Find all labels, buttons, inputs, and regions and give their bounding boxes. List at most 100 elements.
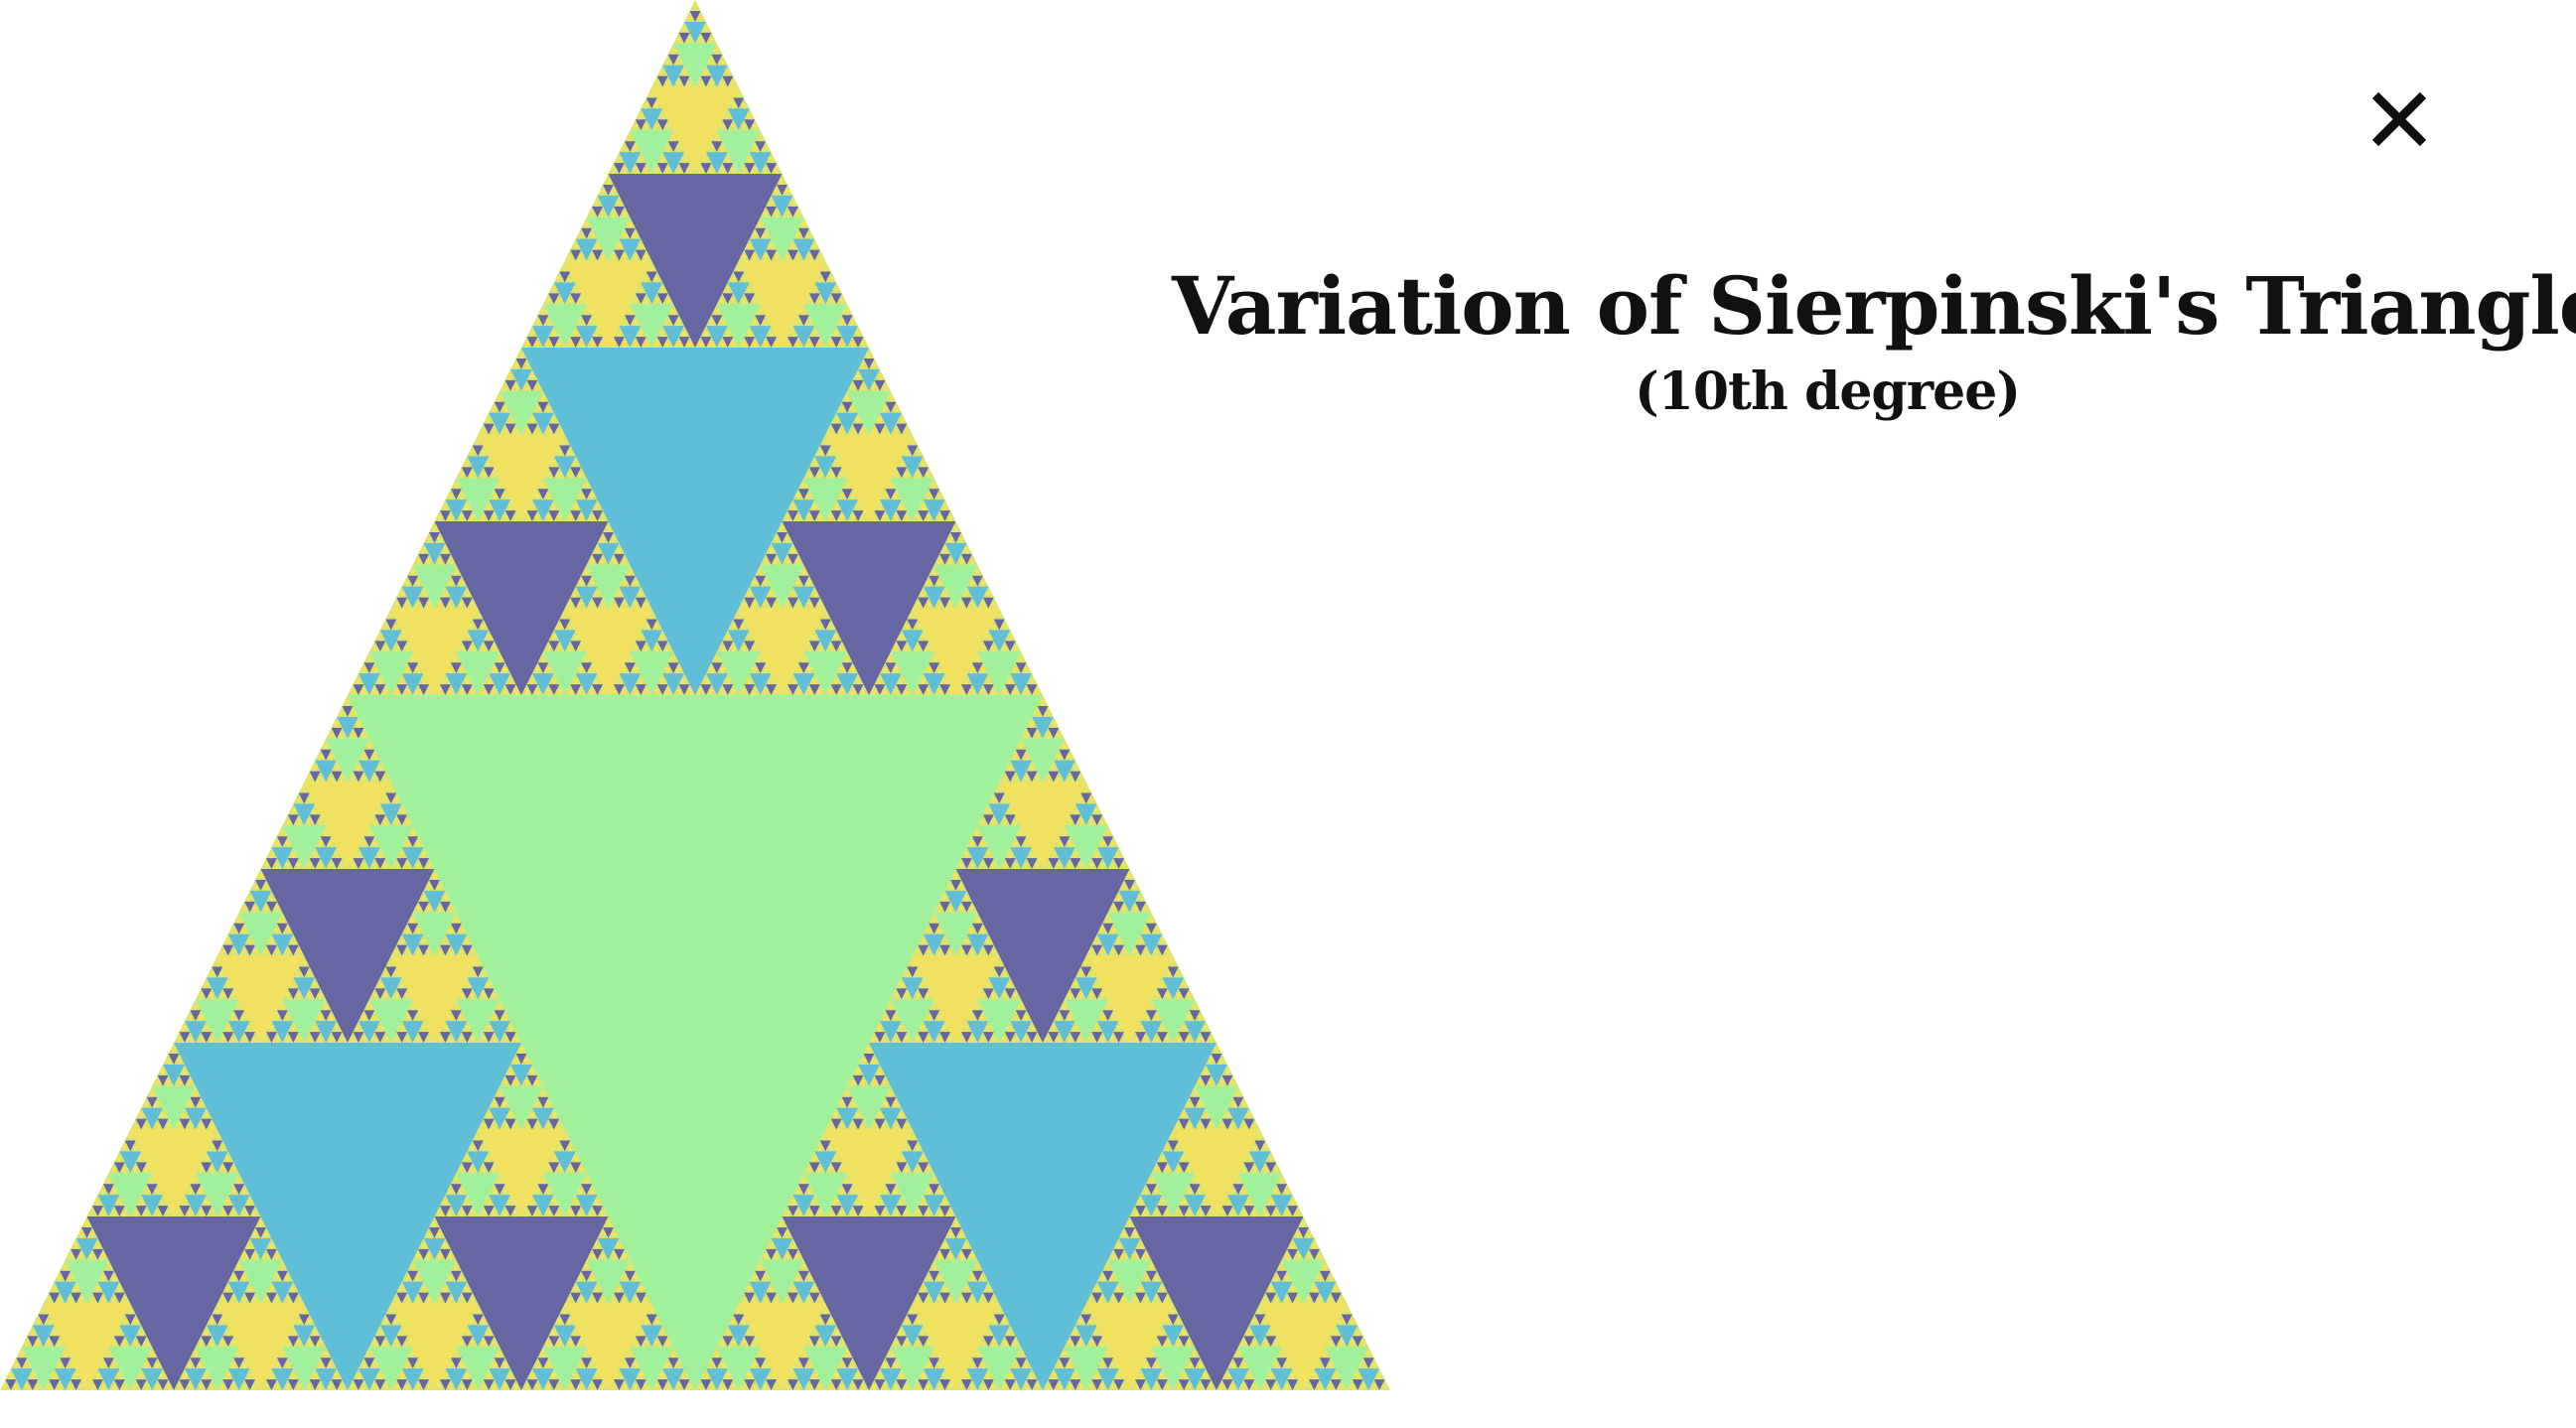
fractal-inverted-triangle-level-9 bbox=[546, 296, 550, 299]
fractal-inverted-triangle-level-9 bbox=[649, 263, 653, 266]
fractal-inverted-triangle-level-9 bbox=[457, 497, 461, 500]
fractal-inverted-triangle-level-9 bbox=[546, 643, 550, 646]
fractal-inverted-triangle-level-9 bbox=[677, 165, 680, 169]
fractal-inverted-triangle-level-9 bbox=[740, 616, 743, 620]
fractal-inverted-triangle-level-9 bbox=[930, 648, 933, 652]
fractal-inverted-triangle-level-7 bbox=[755, 575, 767, 587]
fractal-inverted-triangle-level-9 bbox=[394, 643, 398, 646]
fractal-inverted-triangle-level-9 bbox=[637, 290, 640, 294]
fractal-inverted-triangle-level-9 bbox=[751, 605, 754, 609]
fractal-inverted-triangle-level-9 bbox=[579, 339, 583, 343]
fractal-inverted-triangle-level-9 bbox=[446, 692, 450, 695]
fractal-inverted-triangle-level-9 bbox=[607, 523, 610, 527]
fractal-inverted-triangle-level-9 bbox=[413, 562, 417, 565]
fractal-inverted-triangle-level-9 bbox=[962, 562, 966, 565]
fractal-inverted-triangle-level-9 bbox=[734, 301, 738, 305]
fractal-inverted-triangle-level-8 bbox=[915, 515, 921, 521]
fractal-inverted-triangle-level-9 bbox=[598, 246, 602, 250]
fractal-inverted-triangle-level-9 bbox=[870, 366, 874, 369]
fractal-inverted-triangle-level-9 bbox=[927, 643, 930, 646]
fractal-inverted-triangle-level-9 bbox=[639, 285, 643, 288]
fractal-inverted-triangle-level-9 bbox=[652, 105, 656, 109]
fractal-inverted-triangle-level-9 bbox=[455, 480, 458, 484]
fractal-inverted-triangle-level-9 bbox=[349, 692, 353, 695]
fractal-inverted-triangle-level-9 bbox=[468, 627, 472, 631]
fractal-inverted-triangle-level-6 bbox=[749, 152, 772, 174]
fractal-inverted-triangle-level-9 bbox=[764, 209, 768, 213]
fractal-inverted-triangle-level-8 bbox=[926, 472, 931, 479]
fractal-inverted-triangle-level-9 bbox=[932, 567, 935, 571]
fractal-inverted-triangle-level-9 bbox=[604, 214, 608, 217]
fractal-inverted-triangle-level-9 bbox=[623, 252, 627, 256]
fractal-inverted-triangle-level-9 bbox=[761, 659, 765, 663]
fractal-inverted-triangle-level-9 bbox=[859, 420, 863, 424]
fractal-inverted-triangle-level-8 bbox=[491, 429, 498, 435]
fractal-inverted-triangle-level-9 bbox=[501, 409, 504, 413]
fractal-inverted-triangle-level-8 bbox=[556, 298, 563, 305]
fractal-inverted-triangle-level-8 bbox=[638, 635, 644, 642]
fractal-inverted-triangle-level-9 bbox=[577, 638, 580, 642]
fractal-inverted-triangle-level-9 bbox=[449, 686, 453, 690]
fractal-inverted-triangle-level-7 bbox=[581, 315, 593, 327]
fractal-inverted-triangle-level-9 bbox=[837, 648, 841, 652]
fractal-inverted-triangle-level-9 bbox=[731, 165, 735, 169]
fractal-inverted-triangle-level-8 bbox=[426, 537, 432, 543]
fractal-inverted-triangle-level-8 bbox=[757, 135, 764, 142]
fractal-inverted-triangle-level-8 bbox=[567, 515, 573, 521]
fractal-inverted-triangle-level-3 bbox=[782, 521, 956, 695]
fractal-inverted-triangle-level-7 bbox=[526, 510, 538, 521]
fractal-inverted-triangle-level-9 bbox=[544, 692, 547, 695]
fractal-inverted-triangle-level-9 bbox=[905, 622, 909, 625]
fractal-inverted-triangle-level-9 bbox=[386, 692, 390, 695]
fractal-inverted-triangle-level-9 bbox=[555, 638, 558, 642]
fractal-inverted-triangle-level-9 bbox=[886, 409, 890, 413]
fractal-inverted-triangle-level-9 bbox=[701, 345, 705, 348]
fractal-inverted-triangle-level-8 bbox=[633, 342, 639, 348]
fractal-inverted-triangle-level-9 bbox=[723, 72, 727, 76]
fractal-inverted-triangle-level-9 bbox=[405, 686, 409, 690]
fractal-inverted-triangle-level-9 bbox=[751, 301, 754, 305]
fractal-inverted-triangle-level-9 bbox=[566, 268, 569, 272]
fractal-inverted-triangle-level-9 bbox=[626, 583, 630, 587]
fractal-inverted-triangle-level-8 bbox=[833, 418, 839, 424]
fractal-inverted-triangle-level-8 bbox=[958, 559, 964, 565]
fractal-inverted-triangle-level-8 bbox=[708, 320, 715, 327]
fractal-inverted-triangle-level-7 bbox=[613, 684, 625, 695]
fractal-inverted-triangle-level-8 bbox=[806, 603, 812, 609]
fractal-inverted-triangle-level-9 bbox=[989, 594, 993, 598]
fractal-inverted-triangle-level-8 bbox=[572, 592, 579, 598]
fractal-inverted-triangle-level-8 bbox=[936, 581, 942, 587]
fractal-inverted-triangle-level-6 bbox=[901, 456, 924, 479]
fractal-inverted-triangle-level-9 bbox=[934, 518, 938, 521]
fractal-inverted-triangle-level-9 bbox=[498, 480, 501, 484]
fractal-inverted-triangle-level-9 bbox=[799, 518, 803, 521]
fractal-inverted-triangle-level-9 bbox=[652, 616, 656, 620]
fractal-inverted-triangle-level-9 bbox=[400, 589, 404, 593]
fractal-inverted-triangle-level-9 bbox=[590, 556, 594, 560]
fractal-inverted-triangle-level-9 bbox=[408, 670, 412, 674]
fractal-inverted-triangle-level-8 bbox=[431, 526, 438, 532]
fractal-inverted-triangle-level-9 bbox=[788, 334, 792, 338]
fractal-inverted-triangle-level-9 bbox=[753, 643, 757, 646]
fractal-inverted-triangle-level-9 bbox=[843, 345, 846, 348]
fractal-inverted-triangle-level-9 bbox=[807, 296, 811, 299]
fractal-inverted-triangle-level-8 bbox=[741, 276, 747, 283]
fractal-inverted-triangle-level-8 bbox=[675, 38, 682, 44]
fractal-inverted-triangle-level-7 bbox=[429, 531, 440, 543]
fractal-inverted-triangle-level-9 bbox=[772, 594, 776, 598]
fractal-inverted-triangle-level-7 bbox=[797, 575, 809, 587]
fractal-inverted-triangle-level-9 bbox=[796, 491, 800, 495]
fractal-inverted-triangle-level-9 bbox=[549, 345, 553, 348]
fractal-inverted-triangle-level-9 bbox=[579, 686, 583, 690]
fractal-inverted-triangle-level-8 bbox=[860, 363, 867, 369]
fractal-inverted-triangle-level-9 bbox=[903, 518, 906, 521]
fractal-inverted-triangle-level-9 bbox=[951, 529, 955, 532]
fractal-inverted-triangle-level-5 bbox=[542, 478, 587, 521]
fractal-inverted-triangle-level-9 bbox=[571, 692, 575, 695]
fractal-inverted-triangle-level-9 bbox=[538, 670, 542, 674]
fractal-inverted-triangle-level-9 bbox=[441, 540, 445, 543]
fractal-inverted-triangle-level-7 bbox=[766, 553, 778, 565]
fractal-inverted-triangle-level-8 bbox=[464, 592, 471, 598]
fractal-inverted-triangle-level-9 bbox=[637, 246, 640, 250]
fractal-inverted-triangle-level-9 bbox=[748, 675, 752, 679]
